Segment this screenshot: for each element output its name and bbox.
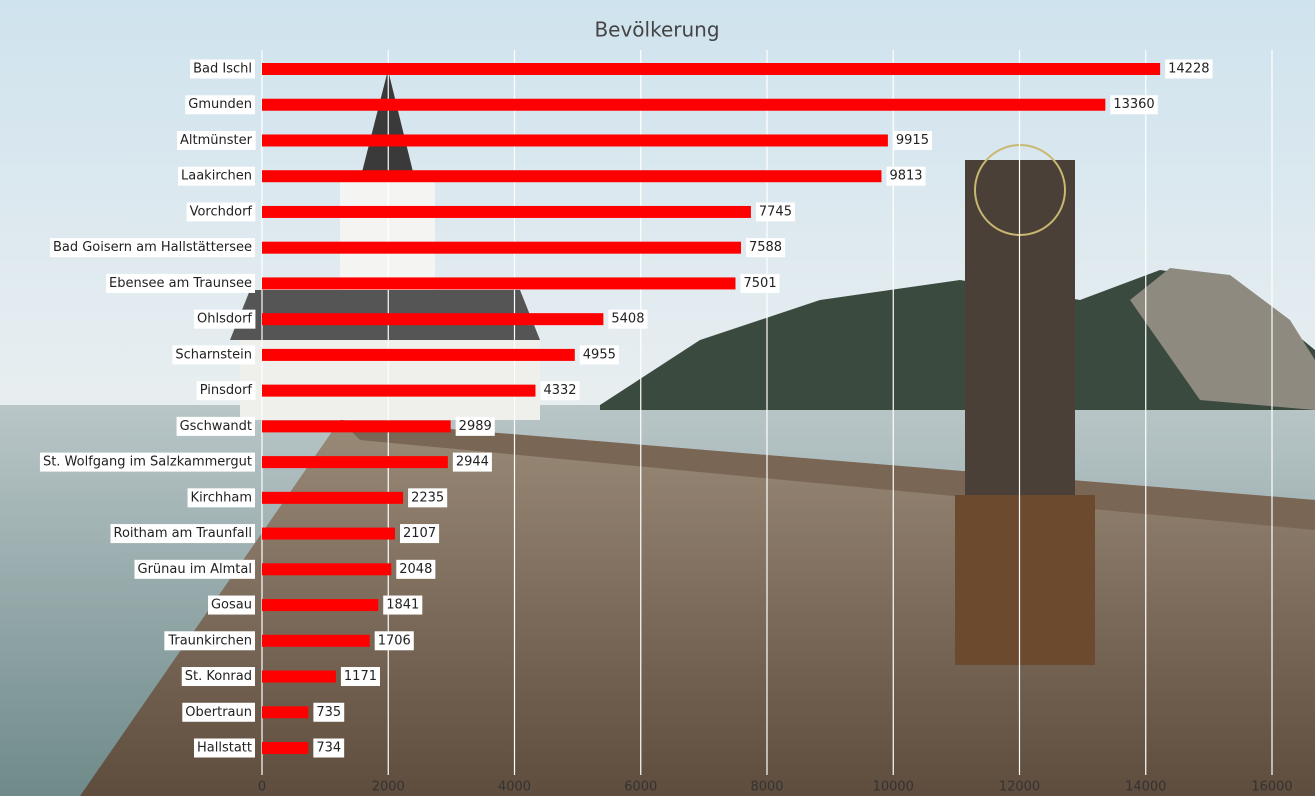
bar [262, 563, 391, 575]
bar [262, 742, 308, 754]
bar [262, 706, 308, 718]
value-label: 1706 [378, 633, 411, 648]
bar [262, 635, 370, 647]
y-tick-label: Traunkirchen [167, 633, 252, 648]
value-label: 2048 [399, 562, 432, 577]
bar [262, 134, 888, 146]
bar [262, 420, 451, 432]
y-tick-label: Hallstatt [197, 741, 252, 756]
y-tick-label: Obertraun [185, 705, 252, 720]
bar [262, 528, 395, 540]
bar [262, 170, 881, 182]
value-label: 13360 [1113, 97, 1154, 112]
value-label: 9915 [896, 133, 929, 148]
bar [262, 206, 751, 218]
value-label: 735 [316, 705, 341, 720]
y-tick-label: Ohlsdorf [197, 312, 252, 327]
x-tick-label: 10000 [873, 780, 914, 795]
y-tick-label: Ebensee am Traunsee [109, 276, 252, 291]
x-tick-label: 16000 [1251, 780, 1292, 795]
value-label: 4332 [543, 383, 576, 398]
bar [262, 242, 741, 254]
value-label: 5408 [611, 312, 644, 327]
chart-title: Bevölkerung [594, 18, 719, 42]
y-tick-label: Bad Goisern am Hallstättersee [53, 240, 252, 255]
y-tick-label: Scharnstein [175, 347, 252, 362]
y-tick-label: Gmunden [188, 97, 252, 112]
bar [262, 599, 378, 611]
value-label: 2235 [411, 490, 444, 505]
value-label: 1841 [386, 598, 419, 613]
value-label: 7745 [759, 204, 792, 219]
y-tick-label: Laakirchen [181, 169, 252, 184]
value-label: 7501 [744, 276, 777, 291]
y-tick-label: Gschwandt [180, 419, 252, 434]
bar [262, 456, 448, 468]
value-label: 2989 [459, 419, 492, 434]
bar [262, 277, 736, 289]
bar [262, 671, 336, 683]
x-tick-label: 2000 [372, 780, 405, 795]
y-tick-label: Gosau [211, 598, 252, 613]
bar [262, 349, 575, 361]
y-tick-label: Roitham am Traunfall [114, 526, 252, 541]
value-label: 734 [316, 741, 341, 756]
value-label: 1171 [344, 669, 377, 684]
y-tick-label: St. Konrad [185, 669, 252, 684]
bar [262, 313, 603, 325]
value-label: 14228 [1168, 62, 1209, 77]
value-label: 7588 [749, 240, 782, 255]
x-tick-label: 8000 [750, 780, 783, 795]
y-tick-label: Kirchham [191, 490, 252, 505]
x-tick-label: 4000 [498, 780, 531, 795]
x-tick-label: 12000 [999, 780, 1040, 795]
bar [262, 99, 1105, 111]
bar [262, 63, 1160, 75]
y-tick-label: Grünau im Almtal [138, 562, 253, 577]
y-tick-label: Vorchdorf [190, 204, 253, 219]
x-tick-label: 14000 [1125, 780, 1166, 795]
value-label: 4955 [583, 347, 616, 362]
value-label: 2944 [456, 455, 489, 470]
value-label: 9813 [889, 169, 922, 184]
x-tick-label: 0 [258, 780, 266, 795]
y-tick-label: St. Wolfgang im Salzkammergut [43, 455, 252, 470]
bar [262, 385, 535, 397]
y-tick-label: Pinsdorf [200, 383, 253, 398]
bar [262, 492, 403, 504]
x-tick-label: 6000 [624, 780, 657, 795]
y-tick-label: Altmünster [180, 133, 253, 148]
page: {"chart_data": {"type": "bar", "orientat… [0, 0, 1315, 796]
y-tick-label: Bad Ischl [193, 62, 252, 77]
chart: Bevölkerung 0 2000 4000 6000 8000 10000 12000 1… [0, 0, 1315, 796]
value-label: 2107 [403, 526, 436, 541]
